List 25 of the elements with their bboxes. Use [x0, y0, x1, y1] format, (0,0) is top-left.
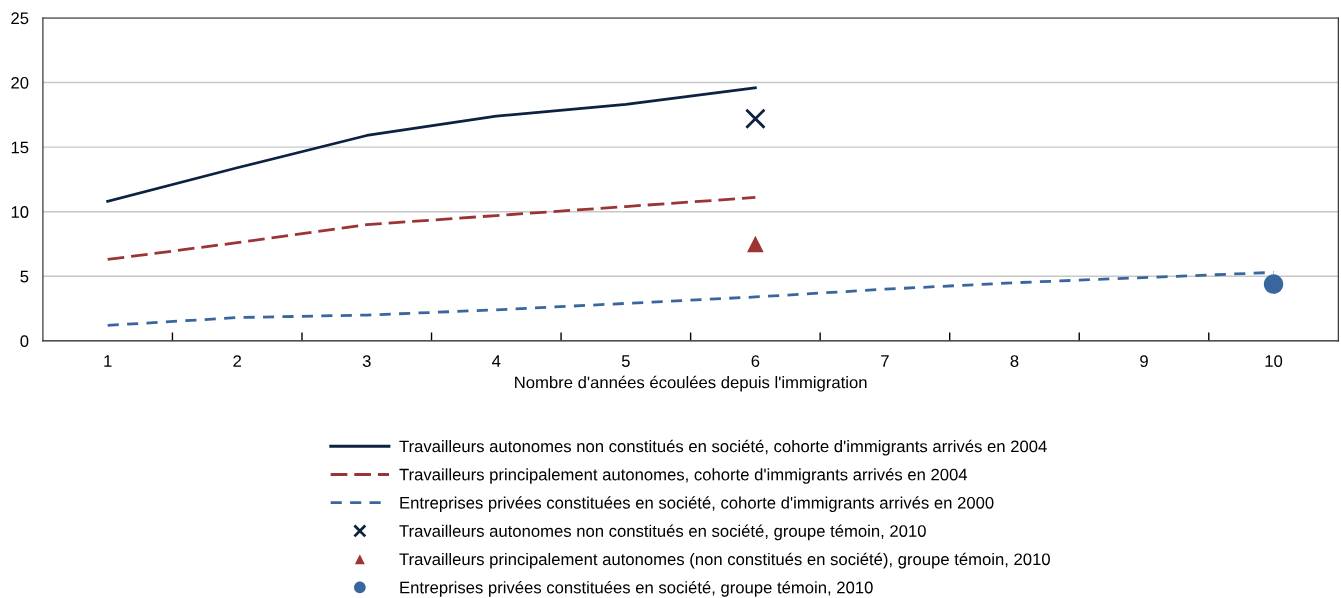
x-tick-label: 3: [362, 355, 371, 367]
y-tick-label: 10: [11, 206, 29, 218]
x-tick-label: 6: [751, 355, 760, 367]
y-tick-label: 25: [11, 12, 29, 25]
legend-label: Travailleurs autonomes non constitués en société, groupe témoin, 2010: [399, 524, 926, 541]
x-tick-label: 9: [1140, 355, 1148, 367]
y-tick-label: 15: [11, 141, 29, 154]
x-axis-title: Nombre d'années écoulées depuis l'immigration: [515, 375, 867, 392]
x-tick-label: 8: [1010, 355, 1019, 367]
legend-label: Travailleurs autonomes non constitués en société, cohorte d'immigrants arrivés en 2004: [399, 439, 1047, 456]
legend-label: Travailleurs principalement autonomes (non constitués en société), groupe témoin, 2010: [399, 552, 1050, 569]
legend-label: Travailleurs principalement autonomes, cohorte d'immigrants arrivés en 2004: [399, 468, 968, 484]
y-tick-label: 20: [11, 76, 29, 89]
line-series: [106, 86, 757, 203]
x-tick-label: 10: [1265, 355, 1283, 367]
y-tick-label: 0: [20, 335, 29, 348]
y-tick-label: 5: [20, 270, 29, 283]
x-tick-label: 7: [881, 355, 889, 367]
x-tick-label: 1: [104, 355, 112, 367]
line-series: [106, 196, 757, 261]
legend-label: Entreprises privées constituées en société, groupe témoin, 2010: [400, 580, 873, 597]
legend-label: Entreprises privées constituées en société, cohorte d'immigrants arrivés en 2000: [400, 496, 994, 513]
x-tick-label: 2: [233, 355, 242, 367]
x-tick-label: 5: [621, 355, 630, 367]
x-tick-label: 4: [492, 355, 501, 367]
